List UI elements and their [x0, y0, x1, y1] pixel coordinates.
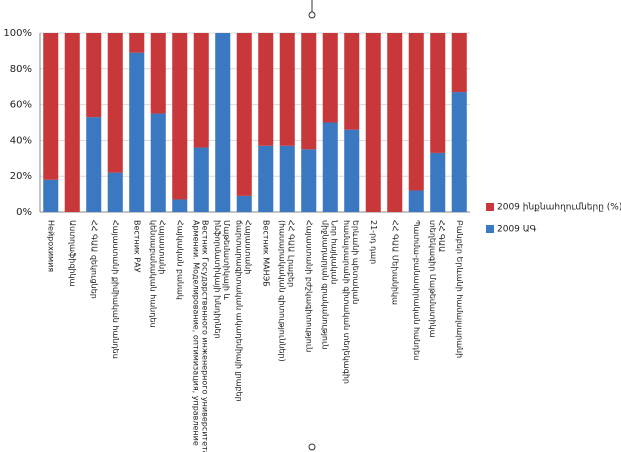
x-tick-label: 21-րդ դար — [369, 220, 378, 264]
bar-segment — [193, 147, 209, 212]
y-tick-label: 40% — [10, 135, 32, 146]
bar-segment — [193, 33, 209, 148]
bar-segment — [150, 33, 166, 114]
bar-segment — [365, 33, 381, 212]
bar-segment — [258, 145, 274, 212]
bar-segment — [64, 33, 80, 212]
bar-segment — [430, 33, 446, 153]
bar-segment — [322, 122, 338, 212]
bar-segment — [279, 33, 295, 146]
x-tick-label: Вестник Государственного инженерного уни… — [192, 220, 210, 452]
bar-segment — [344, 129, 360, 212]
bar-segment — [172, 33, 188, 200]
x-tick-label: Вестник МАНЭБ — [261, 220, 270, 287]
selection-handle — [308, 443, 316, 451]
y-tick-label: 20% — [10, 171, 32, 182]
x-tick-label: Պատմա-բանասիրական հանդես — [412, 220, 421, 360]
bar-segment — [430, 152, 446, 212]
bar-segment — [129, 33, 145, 53]
x-tick-label: Вестник РАУ — [132, 220, 141, 273]
bar-segment — [43, 179, 59, 212]
bar-segment — [129, 52, 145, 212]
x-tick-label: Нейрохимия — [46, 220, 55, 272]
bar-segment — [451, 33, 467, 93]
bar-segment — [344, 33, 360, 130]
bar-segment — [86, 117, 102, 212]
bar-segment — [301, 149, 317, 212]
y-tick-label: 100% — [3, 28, 32, 39]
bar-segment — [279, 145, 295, 212]
bar-segment — [86, 33, 102, 118]
bar-segment — [258, 33, 274, 146]
bar-segment — [215, 33, 231, 212]
y-tick-label: 60% — [10, 100, 32, 111]
x-tick-label: Հայկական բանակ — [175, 220, 184, 300]
bar-segment — [107, 172, 123, 212]
y-tick-label: 0% — [16, 207, 32, 218]
x-tick-label: Հայաստանիկենսաբանական հանդես — [149, 220, 167, 328]
bar-segment — [107, 33, 123, 173]
x-tick-label: Երևանի պետականհամալսարանի գիտական տեղեկա… — [342, 220, 360, 384]
bar-segment — [236, 195, 252, 212]
legend-swatch — [486, 225, 494, 233]
legend-label: 2009 ինքնահղումները (%) — [497, 203, 621, 213]
bar-segment — [150, 113, 166, 212]
x-tick-label: ՀՀ ԳԱԱ զեկուցներ — [89, 220, 98, 299]
x-tick-label: Հայաստանի բժշկագիտություն — [304, 220, 313, 352]
y-tick-label: 80% — [10, 64, 32, 75]
x-tick-label: Մաթեմատիկայի ևինֆորմատիկայի խնդիրներ — [213, 220, 231, 339]
x-tick-label: Հայաստանի քիմիական հանդես — [111, 220, 120, 359]
bar-segment — [387, 33, 403, 212]
legend-swatch — [486, 203, 494, 211]
selection-handle — [308, 11, 316, 19]
bar-segment — [408, 33, 424, 191]
bar-segment — [408, 190, 424, 212]
x-tick-label: ՀՀ ԳԱԱտեղեկագիր Մաթեմատիկա — [428, 220, 446, 338]
bar-segment — [43, 33, 59, 180]
x-tick-label: Հայաստանիճարտարագիտական ակադեմիայի լրաբե… — [235, 220, 253, 402]
bar-segment — [451, 92, 467, 212]
bar-segment — [236, 33, 252, 196]
bar-segment — [172, 199, 188, 212]
x-tick-label: Աստղաֆիզիկա — [68, 220, 77, 287]
x-tick-label: ՀՀ ԳԱԱ Մեխանիկա — [390, 220, 399, 305]
legend-label: 2009 ԱԳ — [497, 225, 537, 235]
x-tick-label: Նոր հայկականմիջնադարյան գրականություն — [321, 220, 339, 350]
x-tick-label: Բանբեր Երևանի համալսարանի — [455, 220, 464, 358]
bar-segment — [322, 33, 338, 123]
x-tick-label: ՀՀ ԳԱԱ Լրաբեր(հասարակական գիտություններ) — [278, 220, 296, 362]
bar-segment — [301, 33, 317, 150]
